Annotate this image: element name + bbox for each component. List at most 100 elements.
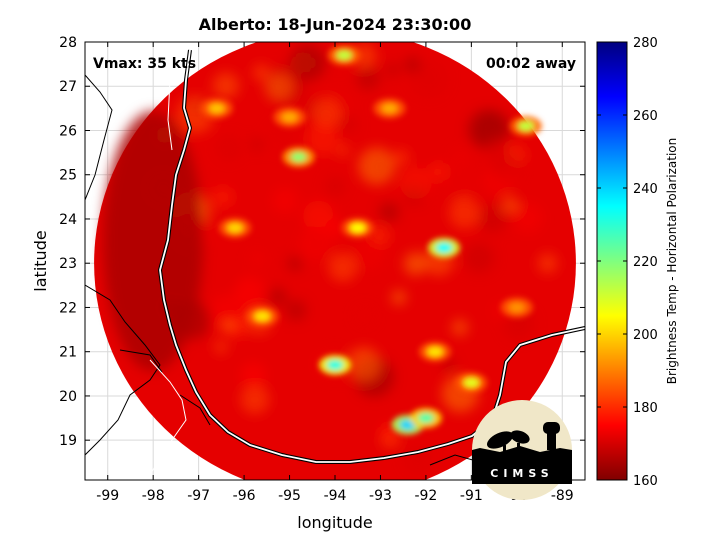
x-tick-label: -93 — [369, 488, 392, 504]
swath-texture-blob — [298, 226, 333, 262]
cloud-feature — [336, 50, 353, 61]
swath-texture-blob — [249, 137, 264, 152]
swath-texture-blob — [378, 201, 400, 223]
swath-texture-blob — [328, 252, 358, 282]
swath-texture-blob — [346, 347, 382, 382]
colorbar-label: Brightness Temp - Horizontal Polarizatio… — [665, 138, 679, 385]
swath-texture-blob — [214, 340, 228, 354]
y-tick-label: 27 — [59, 79, 77, 95]
swath-texture-blob — [338, 115, 358, 135]
y-tick-label: 24 — [59, 212, 77, 228]
x-tick-label: -96 — [233, 488, 256, 504]
x-tick-label: -89 — [551, 488, 574, 504]
swath-texture-blob — [248, 250, 267, 269]
swath-texture-blob — [429, 162, 448, 182]
colorbar-tick-label: 160 — [633, 474, 658, 489]
cloud-feature — [381, 103, 398, 114]
cloud-feature — [254, 311, 271, 322]
colorbar-tick-label: 200 — [633, 328, 658, 343]
swath-texture-blob — [264, 72, 294, 102]
swath-texture-blob — [451, 319, 468, 336]
swath-texture-blob — [268, 287, 287, 307]
cloud-feature — [517, 121, 534, 132]
swath-texture-blob — [393, 149, 410, 166]
swath-texture-blob — [441, 164, 478, 201]
cloud-features — [200, 45, 542, 435]
swath-texture-blob — [403, 252, 428, 276]
colorbar — [596, 41, 628, 481]
colorbar-tick-label: 180 — [633, 401, 658, 416]
swath-texture-blob — [512, 202, 544, 234]
swath-texture-blob — [448, 197, 481, 229]
colorbar-tick-label: 220 — [633, 255, 658, 270]
swath-texture-blob — [404, 56, 421, 73]
cold-region — [103, 111, 204, 372]
x-axis-label: longitude — [297, 513, 372, 532]
y-tick-label: 25 — [59, 168, 77, 184]
y-axis-label: latitude — [31, 230, 50, 291]
cloud-feature — [227, 222, 243, 233]
cloud-feature — [508, 302, 525, 313]
cloud-feature — [417, 413, 434, 424]
swath-texture-blob — [356, 65, 381, 91]
cloud-feature — [327, 359, 343, 370]
cloud-feature — [436, 242, 453, 253]
swath-texture-blob — [501, 196, 519, 214]
cloud-feature — [427, 346, 443, 357]
colorbar-tick-label: 260 — [633, 109, 658, 124]
colorbar-tick-label: 280 — [633, 36, 658, 51]
y-tick-label: 26 — [59, 123, 77, 139]
x-tick-label: -91 — [460, 488, 483, 504]
swath-texture-blob — [306, 123, 339, 156]
swath-texture-blob — [463, 242, 495, 274]
x-tick-label: -97 — [187, 488, 210, 504]
swath-texture-blob — [287, 256, 303, 272]
swath-texture-blob — [336, 144, 350, 157]
swath-texture-blob — [240, 362, 267, 389]
swath-texture-blob — [385, 62, 401, 78]
swath-texture-blob — [212, 72, 240, 99]
colorbar-tick-label: 240 — [633, 182, 658, 197]
swath-texture-blob — [443, 358, 456, 372]
x-tick-label: -99 — [96, 488, 119, 504]
swath-texture-blob — [234, 276, 265, 308]
swath-texture-blob — [310, 97, 343, 129]
swath-texture-blob — [354, 306, 375, 326]
swath-texture-blob — [391, 290, 407, 305]
colorbar-ticks: 160 180 200 220 240 260 280 — [597, 36, 658, 489]
y-tick-label: 19 — [59, 433, 77, 449]
swath-texture-blob — [240, 384, 270, 414]
x-tick-label: -94 — [324, 488, 347, 504]
swath-texture-blob — [491, 151, 521, 181]
x-tick-label: -98 — [142, 488, 165, 504]
y-tick-label: 22 — [59, 300, 77, 316]
swath-texture-blob — [409, 59, 448, 98]
chart-title: Alberto: 18-Jun-2024 23:30:00 — [199, 15, 472, 34]
swath-texture-blob — [537, 253, 558, 274]
y-tick-label: 21 — [59, 345, 77, 361]
logo-text: CIMSS — [490, 467, 553, 480]
swath-texture-blob — [285, 299, 307, 322]
x-tick-label: -92 — [414, 488, 437, 504]
swath-texture-blob — [449, 147, 472, 170]
swath-texture-blob — [324, 175, 347, 197]
vmax-label: Vmax: 35 kts — [93, 56, 196, 72]
swath-texture — [103, 43, 558, 473]
cloud-feature — [281, 112, 298, 123]
swath-texture-blob — [358, 147, 396, 185]
y-axis: 19 20 21 22 23 24 25 26 27 28 — [59, 35, 585, 449]
swath-texture-blob — [222, 319, 235, 332]
cloud-feature — [208, 103, 225, 114]
swath-texture-blob — [252, 64, 270, 81]
x-tick-label: -95 — [278, 488, 301, 504]
swath-texture-blob — [351, 43, 377, 69]
cloud-feature — [349, 222, 366, 233]
swath-texture-blob — [352, 237, 386, 272]
swath-texture-blob — [216, 134, 243, 161]
swath-texture-blob — [478, 204, 507, 234]
y-tick-label: 20 — [59, 389, 77, 405]
cloud-feature — [290, 152, 307, 163]
y-tick-label: 28 — [59, 35, 77, 51]
cimss-logo: CIMSS — [472, 400, 572, 500]
